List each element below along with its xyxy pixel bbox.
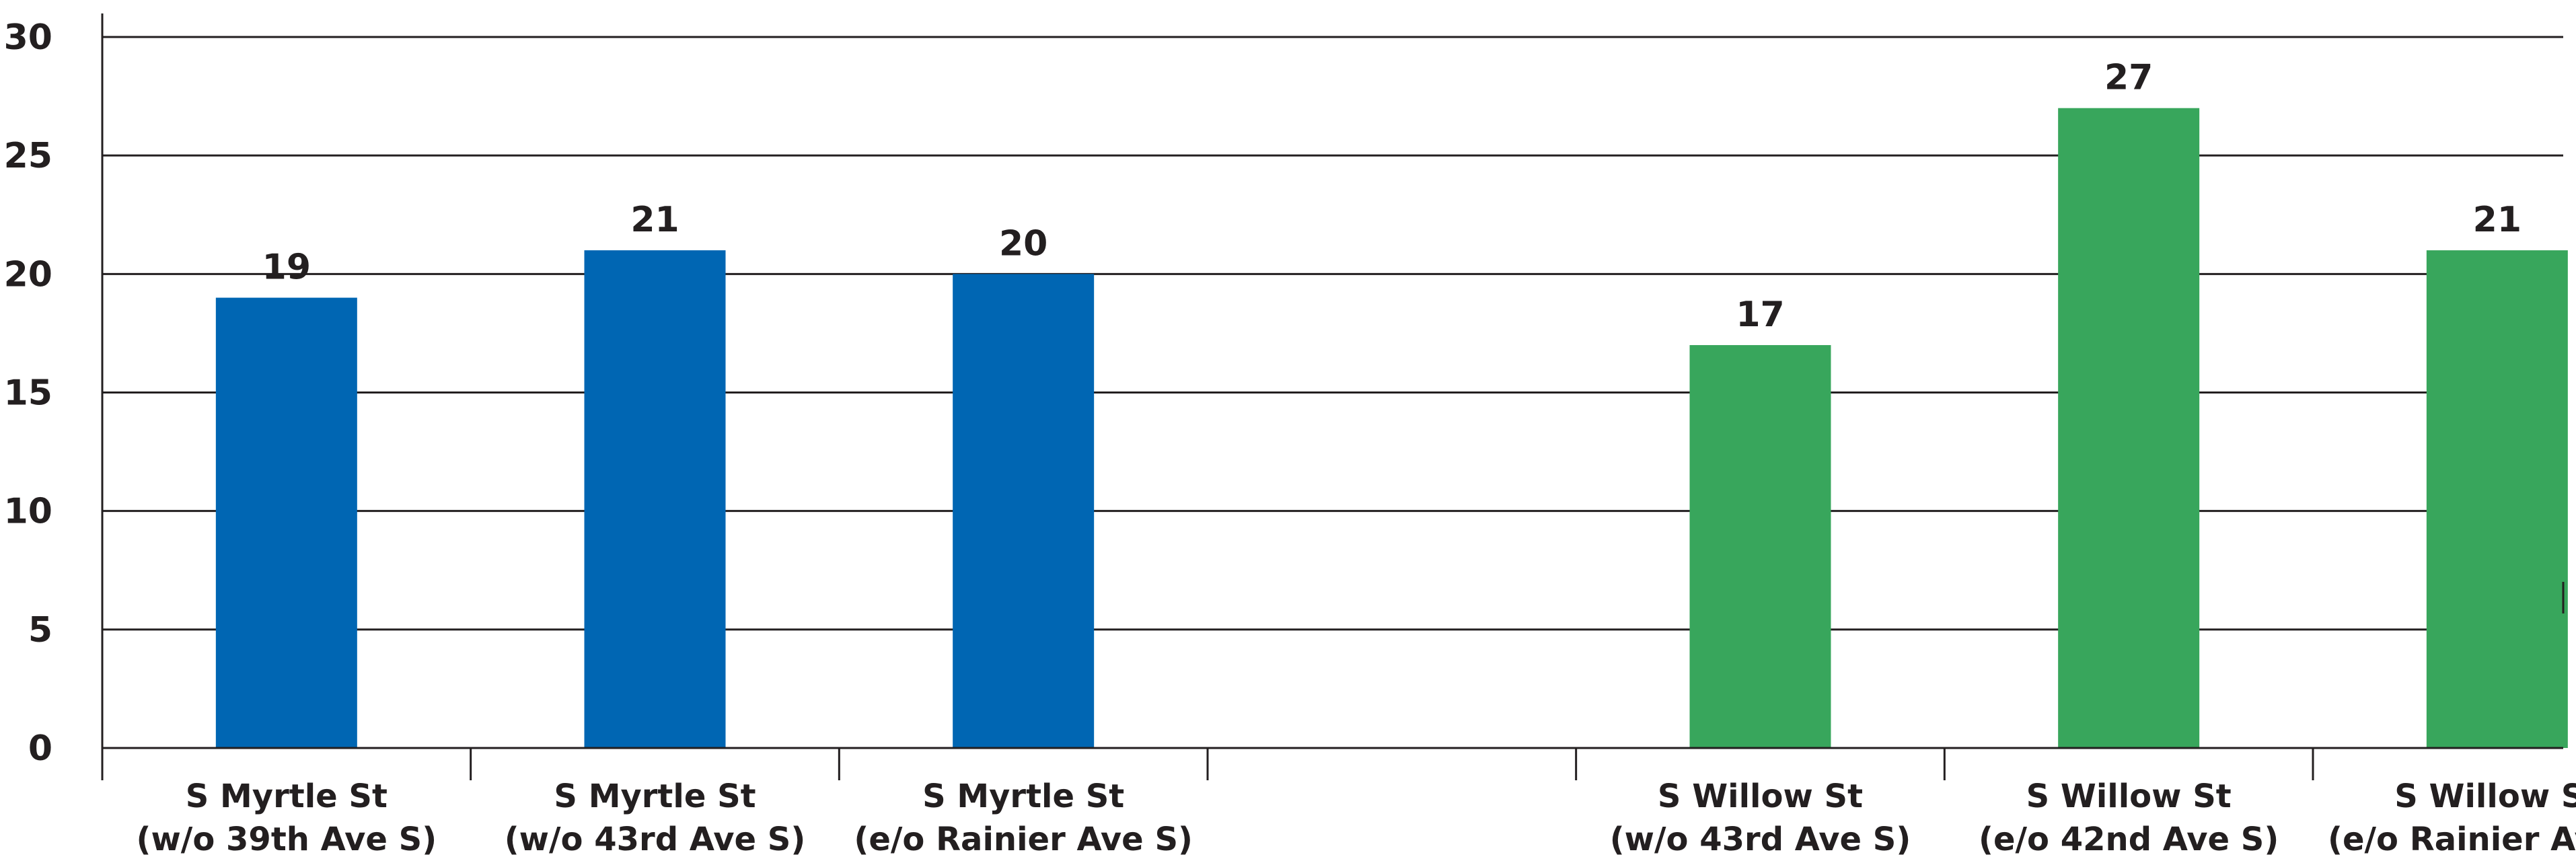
bar-6 bbox=[2426, 250, 2568, 749]
bar-5 bbox=[2058, 108, 2200, 748]
y-tick-label-25: 25 bbox=[4, 136, 52, 176]
bar-0 bbox=[215, 297, 357, 749]
category-label-4-line1: S Willow St bbox=[1658, 778, 1863, 815]
category-label-2-line2: (e/o Rainier Ave S) bbox=[854, 821, 1193, 858]
y-tick-label-5: 5 bbox=[28, 610, 52, 650]
bar-1 bbox=[584, 250, 726, 749]
y-tick-label-30: 30 bbox=[4, 17, 52, 58]
category-label-5-line2: (e/o 42nd Ave S) bbox=[1979, 821, 2279, 858]
bars bbox=[215, 108, 2568, 749]
bar-2 bbox=[953, 274, 1095, 748]
category-label-0-line2: (w/o 39th Ave S) bbox=[137, 821, 437, 858]
x-axis-category-labels: S Myrtle St (w/o 39th Ave S) S Myrtle St (w… bbox=[137, 778, 2576, 858]
category-label-1-line1: S Myrtle St bbox=[554, 778, 756, 815]
value-label-2: 20 bbox=[999, 223, 1047, 264]
y-tick-label-0: 0 bbox=[28, 728, 52, 769]
category-label-1-line2: (w/o 43rd Ave S) bbox=[505, 821, 806, 858]
y-axis-ticks: 0 5 10 15 20 25 30 bbox=[4, 17, 52, 769]
category-label-0-line1: S Myrtle St bbox=[186, 778, 388, 815]
axes bbox=[101, 13, 2565, 780]
value-label-1: 21 bbox=[630, 200, 679, 240]
category-label-4-line2: (w/o 43rd Ave S) bbox=[1610, 821, 1911, 858]
value-label-5: 27 bbox=[2104, 58, 2153, 98]
value-label-4: 17 bbox=[1736, 295, 1784, 335]
value-labels: 19 21 20 17 27 21 bbox=[262, 58, 2522, 335]
category-label-5-line1: S Willow St bbox=[2026, 778, 2232, 815]
value-label-6: 21 bbox=[2473, 200, 2522, 240]
y-tick-label-10: 10 bbox=[4, 492, 52, 532]
value-label-0: 19 bbox=[262, 248, 311, 288]
y-tick-label-20: 20 bbox=[4, 254, 52, 295]
category-label-6-line2: (e/o Rainier Ave S) bbox=[2328, 821, 2576, 858]
category-label-6-line1: S Willow St bbox=[2394, 778, 2576, 815]
category-label-2-line1: S Myrtle St bbox=[922, 778, 1124, 815]
bar-4 bbox=[1689, 345, 1831, 748]
y-tick-label-15: 15 bbox=[4, 373, 52, 414]
